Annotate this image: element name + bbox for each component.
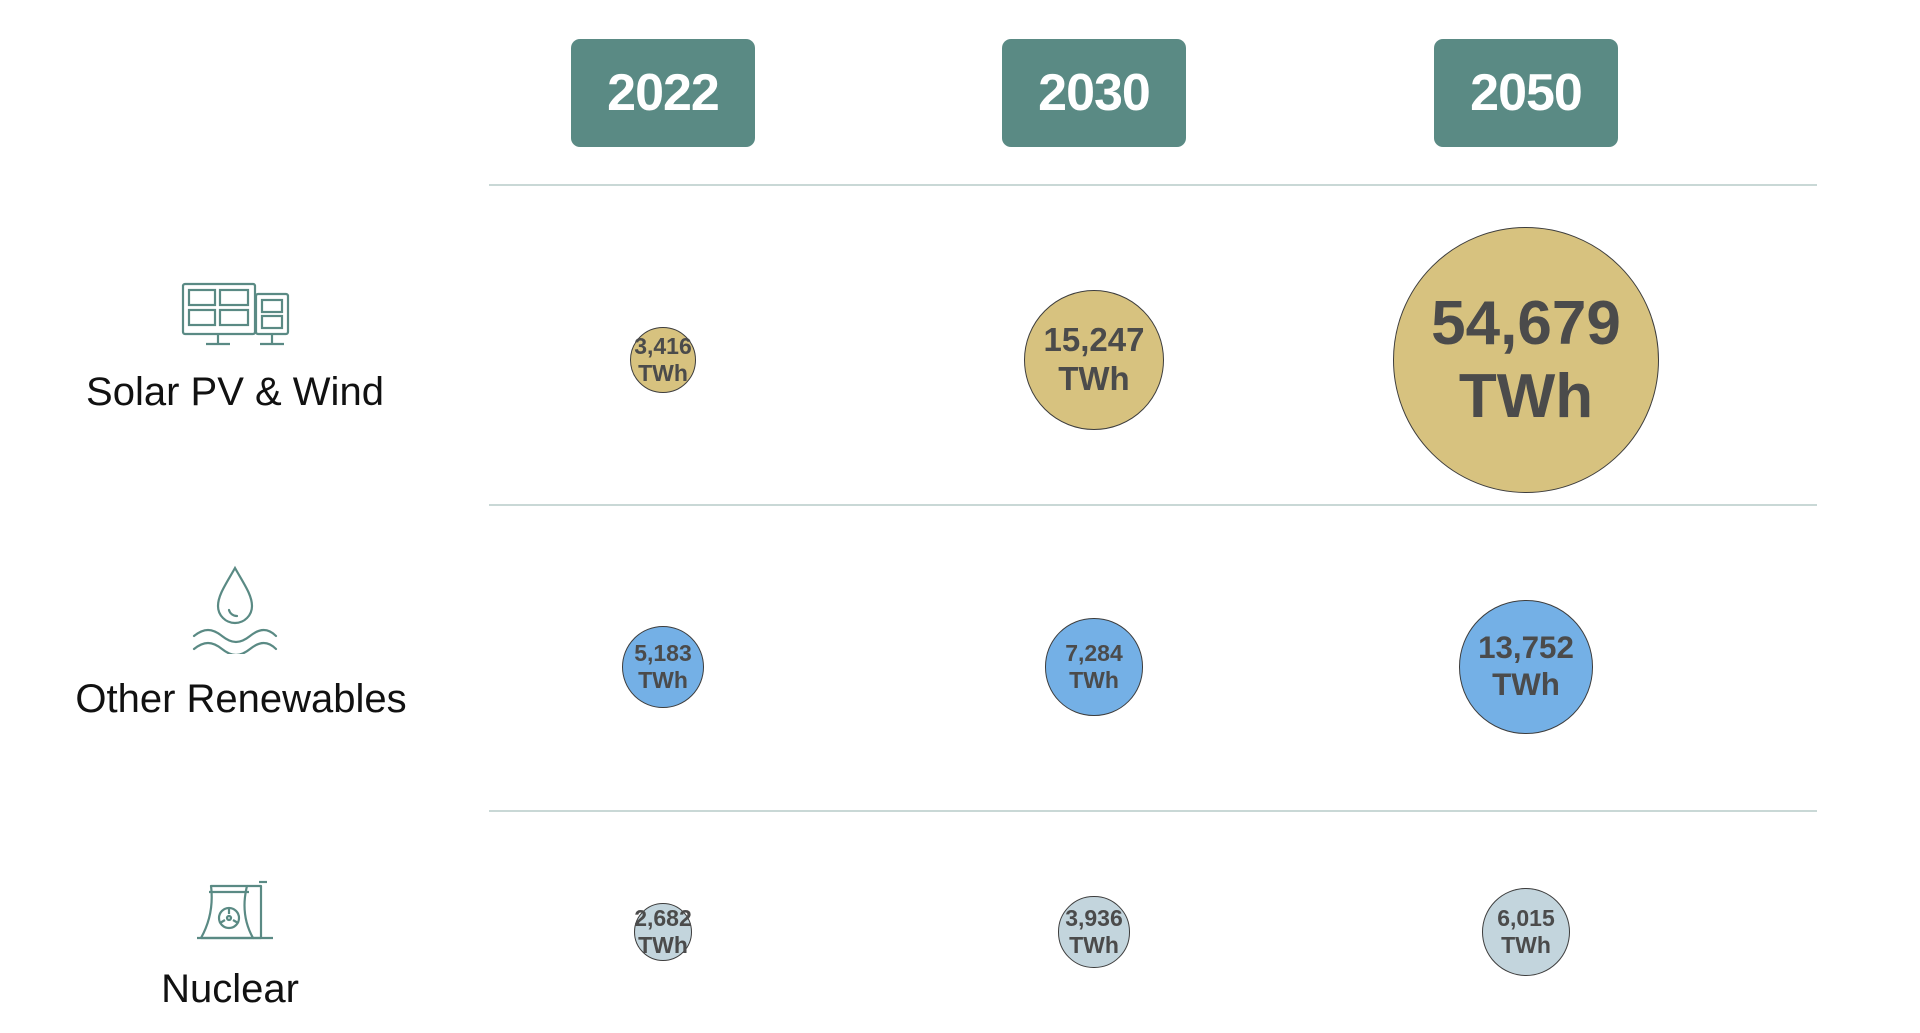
bubble-unit-label: TWh: [1501, 931, 1551, 958]
solar-panel-icon: [181, 282, 290, 346]
bubble-solar-pv-wind-2022: 3,416 TWh: [629, 326, 697, 394]
row-label-other-renewables: Other Renewables: [75, 677, 407, 721]
bubble-nuclear-2050: 6,015 TWh: [1481, 887, 1571, 977]
bubble-unit-label: TWh: [638, 931, 688, 958]
bubble-value-label: 2,682: [634, 904, 692, 931]
bubble-unit-label: TWh: [1492, 666, 1560, 702]
bubble-nuclear-2022: 2,682 TWh: [633, 902, 693, 962]
bubble-unit-label: TWh: [638, 666, 688, 693]
bubble-unit-label: TWh: [1069, 666, 1119, 693]
bubble-value-label: 6,015: [1497, 904, 1555, 931]
year-badge-2050: 2050: [1434, 39, 1618, 147]
bubble-value-label: 3,936: [1065, 904, 1123, 931]
bubble-value-label: 3,416: [634, 332, 692, 359]
bubble-other-renewables-2050: 13,752 TWh: [1459, 600, 1593, 734]
row-label-nuclear: Nuclear: [161, 967, 299, 1011]
bubble-value-label: 13,752: [1478, 630, 1574, 665]
divider-top: [489, 184, 1817, 186]
bubble-solar-pv-wind-2050: 54,679 TWh: [1393, 227, 1659, 493]
bubble-value-label: 5,183: [634, 639, 692, 666]
divider-middle-2: [489, 810, 1817, 812]
bubble-unit-label: TWh: [1069, 931, 1119, 958]
bubble-unit-label: TWh: [1458, 362, 1594, 431]
bubble-other-renewables-2030: 7,284 TWh: [1045, 618, 1143, 716]
bubble-nuclear-2030: 3,936 TWh: [1058, 896, 1130, 968]
divider-middle-1: [489, 504, 1817, 506]
row-label-solar-pv-wind: Solar PV & Wind: [86, 370, 384, 414]
year-badge-2022: 2022: [571, 39, 755, 147]
bubble-unit-label: TWh: [1058, 359, 1130, 397]
bubble-solar-pv-wind-2030: 15,247 TWh: [1023, 289, 1165, 431]
year-badge-2030: 2030: [1002, 39, 1186, 147]
bubble-unit-label: TWh: [638, 359, 688, 386]
water-drop-icon: [192, 565, 278, 654]
nuclear-plant-icon: [197, 880, 273, 940]
bubble-other-renewables-2022: 5,183 TWh: [622, 626, 704, 708]
bubble-value-label: 7,284: [1065, 639, 1123, 666]
bubble-value-label: 15,247: [1043, 321, 1145, 359]
bubble-value-label: 54,679: [1431, 288, 1621, 358]
